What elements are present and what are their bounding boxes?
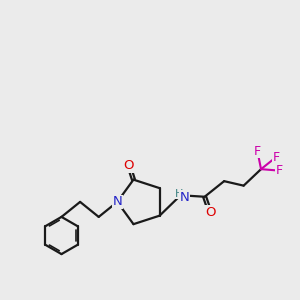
Text: F: F [254,145,261,158]
Text: O: O [124,159,134,172]
Text: F: F [272,151,280,164]
Text: O: O [205,206,215,219]
Text: H: H [175,189,183,199]
Text: N: N [180,191,189,204]
Text: F: F [276,164,283,177]
Text: N: N [112,195,122,208]
